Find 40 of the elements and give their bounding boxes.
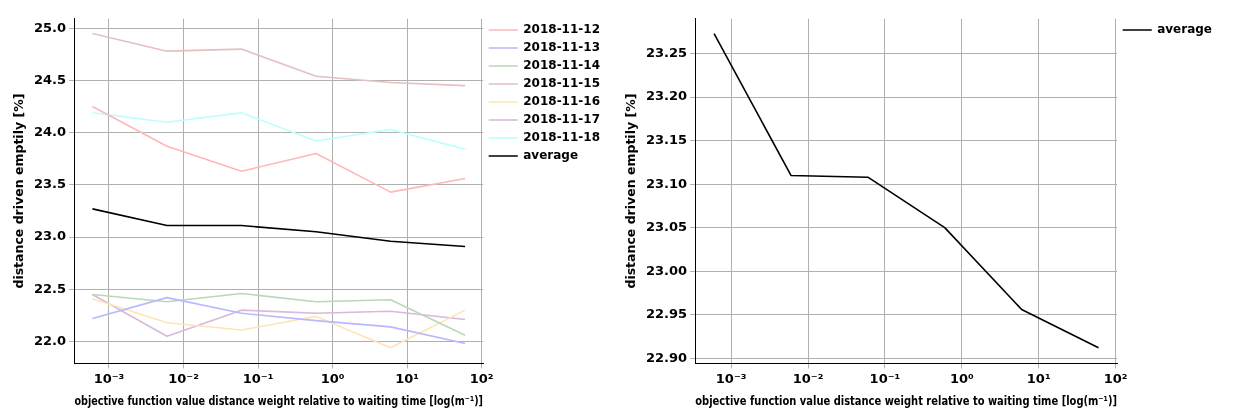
x-tick-label: 10⁻²: [792, 370, 824, 386]
x-tick-label: 10¹: [1026, 370, 1051, 386]
y-tick-label: 22.95: [646, 306, 688, 322]
legend-label: 2018-11-17: [523, 112, 601, 127]
x-tick-label: 10⁻²: [168, 370, 199, 386]
y-tick-label: 23.20: [646, 88, 688, 104]
y-tick-label: 22.5: [34, 280, 67, 296]
legend-label: 2018-11-18: [523, 130, 601, 145]
x-tick-label: 10⁻³: [715, 370, 747, 386]
y-tick-label: 23.15: [646, 132, 688, 147]
legend-label: 2018-11-16: [523, 94, 601, 109]
y-tick-label: 23.5: [34, 176, 67, 192]
x-tick-label: 10⁻¹: [869, 370, 901, 386]
y-tick-label: 23.0: [34, 228, 67, 244]
y-tick-label: 25.0: [34, 19, 67, 35]
x-tick-label: 10⁻³: [93, 370, 125, 386]
legend-label: 2018-11-13: [523, 40, 601, 55]
legend-label: 2018-11-15: [523, 76, 601, 91]
y-tick-label: 24.0: [34, 124, 67, 139]
y-tick-label: 23.05: [646, 219, 688, 235]
legend-label: 2018-11-12: [523, 22, 601, 37]
y-tick-label: 23.10: [646, 175, 688, 191]
y-tick-label: 24.5: [34, 71, 67, 87]
legend-label: 2018-11-14: [523, 58, 601, 73]
x-axis-title: objective function value distance weight relative to waiting time [log(m⁻¹)]: [74, 393, 483, 409]
y-tick-label: 23.25: [646, 44, 688, 60]
y-tick-label: 22.90: [646, 349, 688, 365]
y-axis-title: distance driven emptily [%]: [10, 93, 26, 289]
x-tick-label: 10⁰: [949, 370, 974, 386]
x-tick-label: 10²: [469, 370, 494, 386]
y-axis-title: distance driven emptily [%]: [622, 93, 638, 289]
x-axis-title: objective function value distance weight relative to waiting time [log(m⁻¹)]: [695, 393, 1118, 409]
y-tick-label: 22.0: [34, 332, 67, 348]
x-tick-label: 10⁰: [320, 370, 345, 386]
x-tick-label: 10¹: [395, 370, 420, 386]
y-tick-label: 23.00: [646, 262, 688, 278]
x-tick-label: 10⁻¹: [242, 370, 274, 386]
x-tick-label: 10²: [1103, 370, 1128, 386]
legend-label: average: [1157, 22, 1213, 37]
legend-label: average: [523, 148, 579, 163]
